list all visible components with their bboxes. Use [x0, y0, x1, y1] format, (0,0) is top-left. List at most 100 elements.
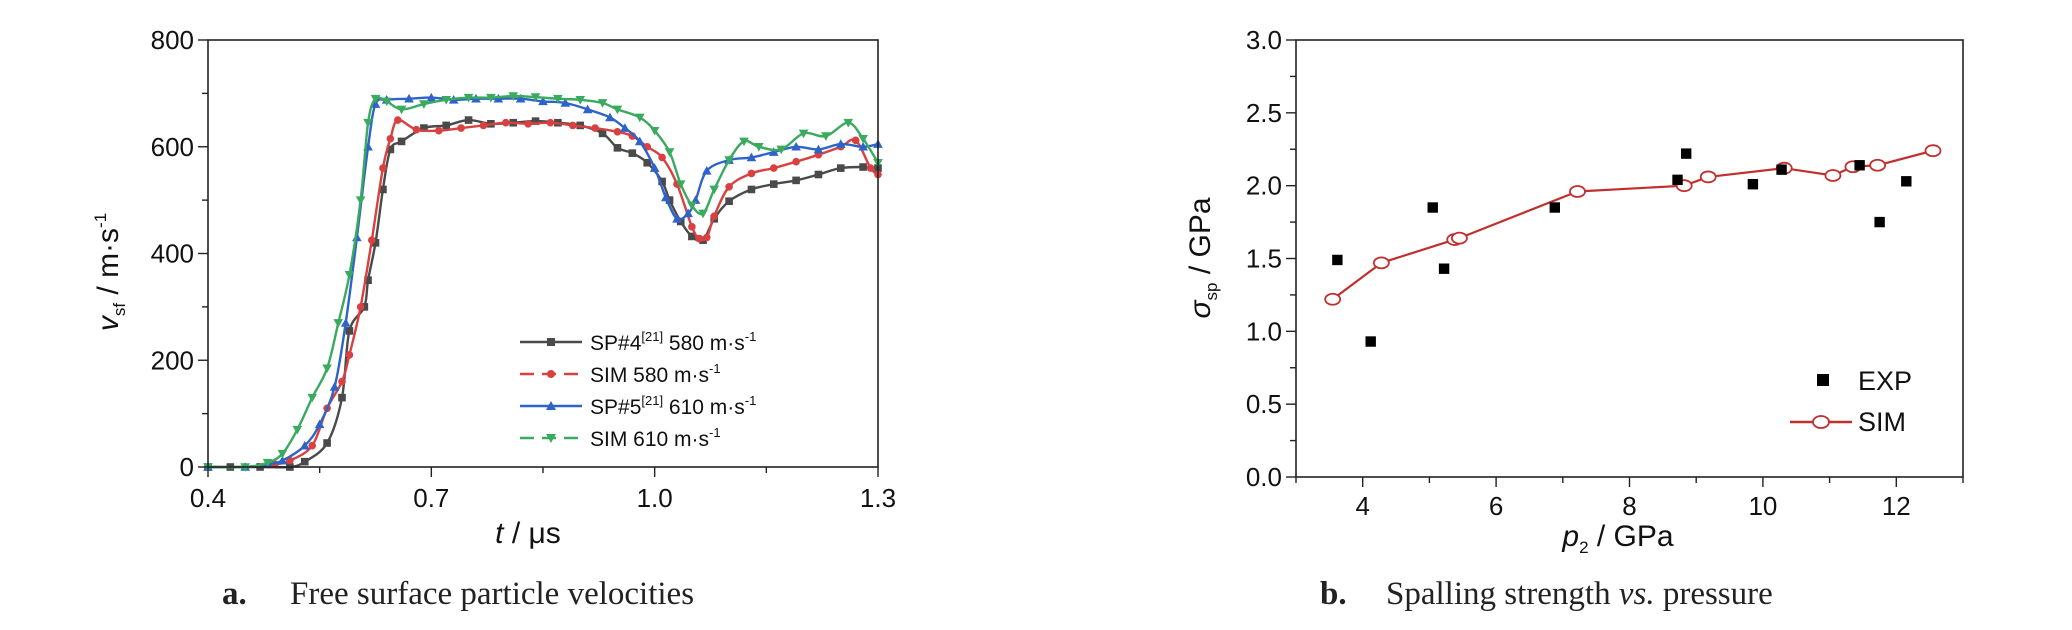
panel-a-data-point: [739, 137, 749, 147]
panel-a-data-point: [531, 117, 540, 125]
panel-b-x-tick-label: 6: [1489, 491, 1503, 521]
panel-b-legend-exp-label: EXP: [1858, 366, 1912, 396]
panel-a-data-point: [683, 208, 693, 218]
panel-a-data-point: [792, 176, 800, 185]
panel-b-plot-area: [1324, 144, 1942, 347]
panel-a-data-point: [434, 126, 443, 135]
panel-a-legend-item: SIM 580 m·s-1: [520, 361, 721, 387]
panel-b-sim-point: [1699, 170, 1717, 184]
panel-a-data-point: [835, 139, 846, 148]
legend-series-name: SP#5: [590, 396, 641, 419]
panel-a-series-line: [207, 118, 879, 469]
panel-b-exp-point: [1549, 202, 1560, 213]
panel-b-sim-point: [1869, 158, 1887, 172]
panel-a-x-var: t: [495, 517, 505, 550]
panel-a-data-point: [386, 145, 395, 154]
panel-a-data-point: [308, 441, 317, 450]
panel-a-data-point: [568, 121, 577, 130]
panel-a-x-tick-label: 0.7: [413, 483, 449, 513]
panel-a-legend-swatch-marker: [547, 338, 555, 346]
legend-suffix: 580 m·s: [663, 332, 745, 355]
legend-suffix-sup: -1: [709, 361, 721, 376]
panel-b-y-tick-label: 2.0: [1246, 171, 1282, 201]
panel-a-data-point: [649, 126, 660, 136]
panel-b-y-tick-label: 3.0: [1246, 25, 1282, 55]
panel-a-data-point: [695, 234, 704, 243]
panel-a-data-point: [508, 92, 519, 101]
legend-suffix: 580 m·s: [627, 364, 709, 387]
panel-a-y-var: v: [92, 314, 125, 331]
panel-a-data-point: [370, 99, 381, 108]
panel-a-plot-area: [203, 92, 883, 472]
panel-a-data-point: [299, 440, 310, 450]
panel-a-data-point: [710, 212, 719, 220]
panel-a-series-line: [207, 118, 879, 469]
legend-suffix-sup: -1: [745, 329, 757, 344]
panel-a-data-point: [386, 134, 395, 143]
panel-b-exp-point: [1427, 202, 1438, 213]
panel-b-x-unit: / GPa: [1589, 520, 1674, 553]
panel-a-data-point: [546, 118, 555, 127]
panel-a-data-point: [404, 93, 414, 103]
panel-a-data-point: [688, 223, 696, 231]
panel-a-data-point: [501, 118, 510, 127]
panel-a-y-tick-label: 600: [151, 132, 194, 162]
panel-b-y-tick-label: 0.0: [1246, 462, 1282, 492]
panel-b-legend-item-exp: EXP: [1817, 366, 1912, 396]
panel-a-x-tick-label: 1.0: [637, 483, 673, 513]
panel-a-data-point: [314, 419, 325, 429]
panel-a-data-point: [612, 105, 623, 115]
panel-a-y-tick-label: 200: [151, 345, 194, 375]
panel-b-axes: 4 6 8 10 12 0.0 0.5 1.0 1.5 2.0 2.5 3.0: [1246, 25, 1964, 521]
panel-a-data-point: [356, 303, 365, 311]
panel-a-data-point: [858, 134, 868, 144]
panel-a-data-point: [843, 118, 854, 128]
panel-b-x-tick-label: 12: [1882, 491, 1911, 521]
panel-b-y-sub: sp: [1202, 282, 1221, 300]
panel-a-data-point: [553, 94, 563, 104]
panel-a-data-point: [300, 457, 309, 466]
panel-a-data-point: [658, 177, 666, 186]
panel-b-sim-line: [1332, 149, 1934, 301]
panel-a-data-point: [725, 182, 733, 191]
panel-a-data-point: [747, 185, 756, 194]
panel-b-legend-sim-label: SIM: [1858, 407, 1906, 437]
panel-a-data-point: [515, 93, 526, 103]
panel-a-data-point: [575, 95, 586, 105]
panel-a-data-point: [426, 92, 437, 102]
panel-b-series-sim: [1324, 144, 1942, 306]
panel-b-exp-point: [1680, 148, 1692, 159]
panel-a-data-point: [866, 164, 875, 172]
panel-b-y-tick-label: 1.5: [1246, 244, 1282, 274]
panel-a-data-point: [658, 153, 666, 162]
panel-a-legend-item: SP#5[21] 610 m·s-1: [520, 393, 756, 419]
panel-a-data-point: [768, 147, 779, 156]
panel-a-data-point: [442, 121, 451, 130]
panel-a-y-tick-label: 800: [151, 25, 194, 55]
panel-b-legend-item-sim: SIM: [1790, 407, 1906, 437]
panel-a-data-point: [412, 125, 421, 134]
panel-a-data-point: [702, 233, 711, 242]
panel-a-data-point: [277, 449, 288, 459]
panel-a-data-point: [338, 393, 346, 402]
panel-b-sim-point: [1451, 231, 1468, 245]
panel-a-data-point: [394, 116, 402, 124]
panel-b-x-tick-label: 4: [1355, 491, 1369, 521]
panel-a-data-point: [560, 98, 571, 107]
panel-a-series-line: [207, 94, 880, 469]
panel-a-data-point: [340, 318, 351, 327]
panel-a-legend-swatch-marker: [546, 434, 556, 443]
panel-a-legend-label: SP#5[21] 610 m·s-1: [590, 393, 756, 419]
panel-a-data-point: [725, 197, 733, 205]
panel-b-y-tick-label: 0.5: [1246, 389, 1282, 419]
panel-a-axes: 0.4 0.7 1.0 1.3 0 200 400 600 800: [151, 25, 896, 513]
panel-b-x-tick-label: 10: [1748, 491, 1777, 521]
panel-b-exp-point: [1332, 254, 1343, 266]
panel-a-data-point: [754, 142, 764, 152]
panel-a-data-point: [397, 137, 406, 146]
panel-a-y-sub: sf: [110, 303, 129, 317]
panel-b-legend-exp-swatch: [1817, 374, 1829, 386]
panel-b-y-unit: / GPa: [1184, 197, 1217, 282]
panel-b-sim-point: [1924, 144, 1942, 158]
